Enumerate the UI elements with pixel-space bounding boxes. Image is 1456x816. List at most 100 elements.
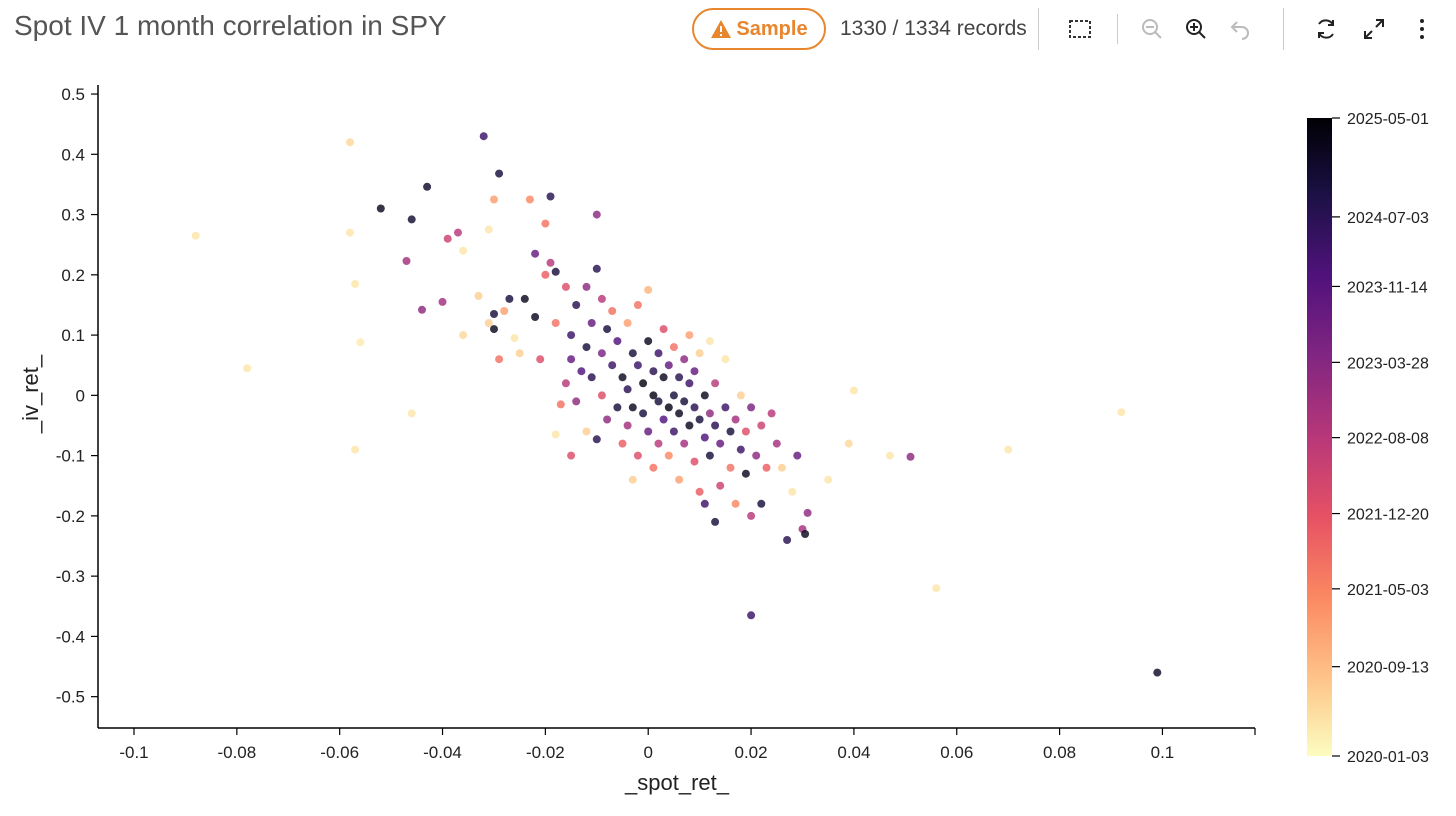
scatter-point [705,451,714,460]
scatter-point [577,367,586,376]
records-count: 1330 / 1334 records [840,17,1027,40]
x-tick-label: -0.1 [119,743,148,762]
scatter-point [561,379,570,388]
scatter-point [520,294,529,303]
scatter-point [659,325,668,334]
scatter-point [531,249,540,258]
scatter-point [546,258,555,267]
colorbar-tick-label: 2022-08-08 [1347,431,1429,448]
scatter-point [474,291,483,300]
toolbar-divider [1117,14,1118,44]
colorbar-tick-label: 2023-03-28 [1347,355,1429,372]
scatter-point [454,228,462,237]
scatter-point [716,481,725,490]
y-tick-label: 0.1 [61,326,85,345]
expand-icon[interactable] [1359,14,1389,44]
y-tick-label: -0.2 [56,507,85,526]
scatter-point [443,234,452,243]
colorbar-tick-label: 2023-11-14 [1347,279,1428,296]
scatter-point [690,457,699,466]
scatter-point [803,508,812,517]
scatter-point [711,517,720,526]
scatter-point [669,343,678,352]
scatter-point [438,297,447,306]
scatter-point [459,246,468,255]
scatter-point [705,409,714,418]
scatter-point [726,427,735,436]
scatter-point [736,391,745,400]
scatter-point [567,451,576,460]
colorbar-tick-label: 2020-09-13 [1347,660,1429,677]
scatter-point [582,427,591,436]
scatter-point [490,195,498,204]
scatter-point [500,307,509,315]
more-vertical-icon[interactable] [1407,14,1437,44]
scatter-point [690,367,699,376]
scatter-point [844,439,853,448]
x-tick-label: -0.06 [320,743,359,762]
colorbar-ticks: 2025-05-01 2024-07-03 2023-11-14 2023-03-28… [1332,111,1429,766]
scatter-point [767,409,776,418]
scatter-point [495,355,504,364]
scatter-point [747,403,756,412]
scatter-point [541,219,550,228]
scatter-point [613,337,622,346]
scatter-point [1117,408,1126,417]
scatter-point [736,445,745,454]
scatter-point [459,331,468,340]
undo-icon[interactable] [1225,14,1255,44]
y-axis-label: _iv_ret_ [18,354,43,434]
zoom-out-icon[interactable] [1137,14,1167,44]
scatter-point [788,487,797,496]
scatter-point [356,338,365,347]
scatter-point [675,373,684,382]
scatter-point [505,294,514,303]
scatter-point [675,409,684,418]
scatter-point [587,373,596,382]
scatter-point [690,403,699,412]
scatter-point [649,391,658,400]
scatter-point [633,451,642,460]
x-tick-label: -0.04 [423,743,462,762]
zoom-in-icon[interactable] [1181,14,1211,44]
x-tick-label: 0.1 [1151,743,1175,762]
x-tick-label: 0.08 [1043,743,1076,762]
scatter-point [407,409,416,418]
toolbar-divider [1283,8,1284,50]
y-tick-label: 0.4 [61,145,85,164]
scatter-point [587,319,596,327]
sample-badge[interactable]: Sample [692,8,826,50]
scatter-point [716,439,725,448]
scatter-point [685,379,694,388]
scatter-point [495,169,504,178]
scatter-point [531,313,540,321]
scatter-point [685,421,694,430]
scatter-point [479,132,488,141]
scatter-point [346,228,354,237]
scatter-point [603,415,612,424]
scatter-point [490,325,498,334]
scatter-point [608,307,617,315]
scatter-point [747,511,756,520]
select-box-icon[interactable] [1065,14,1095,44]
scatter-point [644,337,653,346]
x-axis-label: _spot_ret_ [624,770,730,795]
x-axis-ticks: -0.1 -0.08 -0.06 -0.04 -0.02 0 0.02 0.04 0.06 0.0… [119,728,1256,762]
y-tick-label: 0.2 [61,266,85,285]
scatter-point [567,331,576,340]
scatter-point [484,319,493,327]
scatter-point [649,367,658,376]
y-axis-ticks: 0.5 0.4 0.3 0.2 0.1 0 -0.1 -0.2 -0.3 -0.4 -0.5 [56,85,98,707]
scatter-point [669,427,678,436]
scatter-point [644,427,653,436]
scatter-point [721,403,730,412]
scatter-point [582,343,591,352]
refresh-icon[interactable] [1311,14,1341,44]
scatter-point [639,409,648,418]
scatter-point [649,463,658,472]
scatter-point [597,391,606,400]
scatter-point [675,475,684,484]
scatter-point [731,499,740,508]
scatter-point [783,536,792,544]
